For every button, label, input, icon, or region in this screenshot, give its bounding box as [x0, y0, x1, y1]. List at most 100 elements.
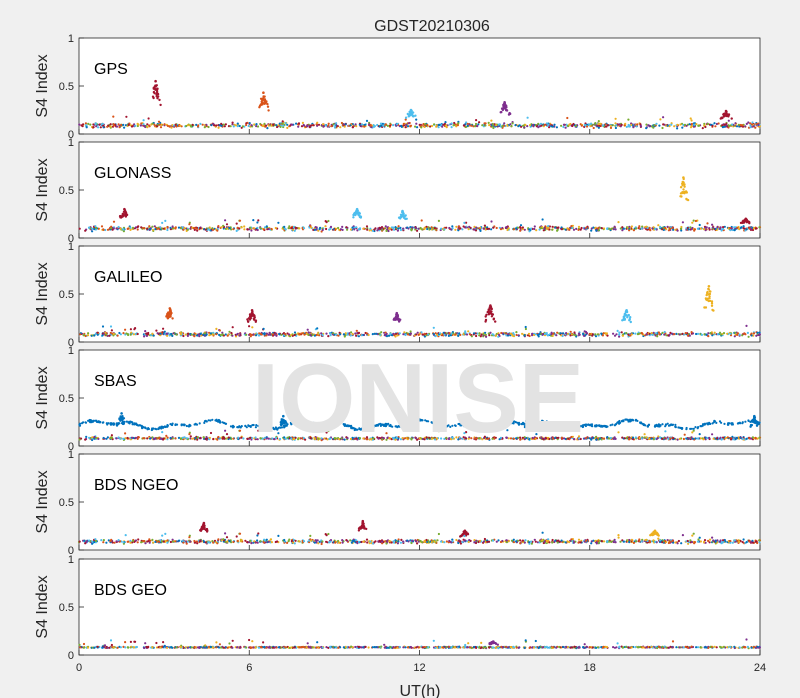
peak-point — [408, 114, 411, 117]
data-point — [606, 227, 609, 230]
data-point — [569, 330, 572, 333]
data-point — [228, 330, 231, 333]
data-point — [263, 333, 266, 336]
data-point — [399, 226, 402, 229]
data-point — [543, 123, 546, 126]
data-point — [497, 333, 501, 336]
data-point — [246, 228, 249, 231]
data-point — [748, 227, 751, 230]
peak-point — [404, 116, 408, 119]
data-point — [265, 225, 268, 228]
peak-point — [260, 103, 263, 107]
data-point — [684, 332, 687, 335]
data-point — [742, 225, 745, 228]
data-point — [324, 124, 327, 127]
data-point — [209, 332, 212, 335]
peak-max-point — [262, 91, 265, 94]
peak-max-point — [724, 109, 728, 113]
data-point — [509, 123, 512, 126]
data-point — [579, 228, 582, 231]
data-point — [676, 438, 679, 441]
data-point — [511, 334, 514, 337]
upper-series-point — [231, 424, 235, 427]
data-point — [321, 228, 324, 232]
peak-point — [249, 313, 252, 317]
data-point — [745, 228, 748, 231]
data-point — [257, 334, 261, 337]
data-point — [479, 335, 482, 338]
data-point — [312, 124, 315, 127]
upper-series-point — [727, 422, 730, 425]
peak-point — [352, 216, 355, 219]
upper-series-point — [175, 423, 179, 426]
data-point — [621, 229, 624, 232]
data-point — [707, 335, 710, 338]
data-point — [476, 125, 479, 128]
upper-series-point — [90, 420, 93, 423]
data-point — [577, 225, 581, 228]
data-point — [321, 334, 324, 337]
data-point — [638, 225, 641, 228]
data-point — [286, 126, 289, 129]
data-point — [676, 229, 679, 232]
data-point — [671, 226, 674, 229]
data-point — [594, 122, 597, 125]
data-point — [491, 125, 494, 128]
data-point — [596, 333, 600, 336]
data-point — [202, 436, 205, 439]
data-point — [140, 122, 143, 125]
data-point — [618, 123, 621, 126]
data-point — [572, 122, 575, 126]
data-point — [203, 126, 206, 129]
data-point — [306, 125, 309, 128]
data-point — [695, 123, 698, 126]
peak-point — [704, 297, 708, 300]
data-point — [704, 436, 707, 439]
data-point — [279, 125, 282, 128]
peak-point — [749, 425, 752, 428]
peak-point — [710, 302, 714, 305]
peak-point — [266, 102, 269, 106]
data-point — [218, 329, 221, 332]
peak-point — [124, 212, 127, 215]
data-point — [494, 334, 497, 337]
peak-point — [353, 212, 356, 215]
peak-point — [484, 315, 487, 318]
data-point — [235, 229, 238, 232]
upper-series-point — [203, 421, 206, 424]
data-point — [541, 333, 544, 336]
data-point — [659, 225, 662, 229]
peak-point — [487, 310, 490, 313]
data-point — [148, 124, 151, 127]
data-point — [463, 221, 466, 224]
data-point — [648, 228, 651, 231]
data-point — [751, 436, 755, 439]
data-point — [102, 436, 105, 440]
data-point — [194, 437, 197, 440]
data-point — [119, 437, 122, 440]
data-point — [632, 126, 635, 129]
data-point — [607, 437, 610, 440]
data-point — [122, 123, 125, 126]
data-point — [600, 332, 603, 335]
peak-point — [751, 419, 755, 423]
data-point — [351, 126, 354, 129]
upper-series-point — [97, 421, 100, 424]
peak-max-point — [744, 217, 748, 221]
data-point — [698, 223, 701, 227]
data-point — [292, 228, 295, 231]
data-point — [665, 334, 668, 337]
data-point — [302, 123, 305, 127]
upper-series-point — [661, 423, 664, 426]
upper-series-point — [713, 420, 717, 423]
data-point — [298, 227, 301, 230]
data-point — [363, 125, 366, 128]
y-axis-label: S4 Index — [34, 158, 51, 221]
data-point — [354, 123, 357, 126]
data-point — [366, 228, 369, 231]
data-point — [515, 333, 518, 337]
data-point — [358, 227, 362, 230]
data-point — [595, 229, 598, 232]
data-point — [376, 229, 379, 232]
data-point — [620, 331, 623, 334]
